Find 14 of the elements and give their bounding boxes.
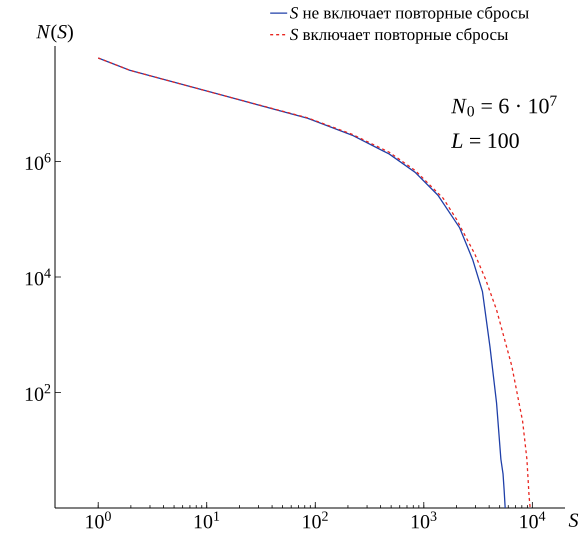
- legend-label: S не включает повторные сбросы: [290, 6, 529, 22]
- x-tick-label: 10$^{2}$: [303, 512, 328, 528]
- annotation: L = 100: [450, 133, 519, 148]
- x-tick-label: 10$^{3}$: [412, 512, 436, 528]
- legend-label: S включает повторные сбросы: [290, 28, 508, 44]
- y-axis-title: N(S): [36, 24, 73, 42]
- x-axis-title: S: [568, 514, 578, 527]
- x-tick-label: 10$^{1}$: [194, 511, 220, 528]
- x-tick-label: 10$^{0}$: [86, 512, 111, 528]
- y-tick-label: 10$^{6}$: [26, 153, 51, 170]
- y-tick-label: 10$^{4}$: [26, 268, 51, 286]
- x-tick-label: 10$^{4}$: [520, 512, 546, 528]
- annotation: N$_{0}$ = 6 · 10$^{7}$: [451, 96, 557, 116]
- y-tick-label: 10$^{2}$: [26, 384, 50, 401]
